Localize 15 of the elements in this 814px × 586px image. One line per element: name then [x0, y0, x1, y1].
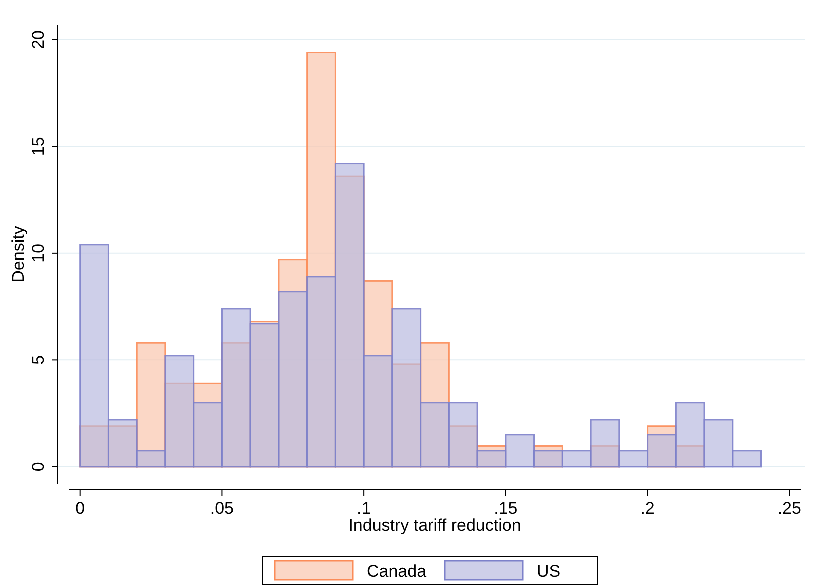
y-tick-label: 0 [29, 462, 48, 472]
y-tick-label: 5 [29, 355, 48, 365]
x-tick-label: .25 [778, 499, 802, 518]
x-tick-label: .05 [210, 499, 234, 518]
x-tick-label: 0 [76, 499, 86, 518]
legend-label: US [537, 562, 561, 581]
x-tick-label: .2 [640, 499, 655, 518]
legend-label: Canada [367, 562, 428, 581]
y-tick-label: 15 [29, 137, 48, 156]
y-axis-title: Density [9, 226, 28, 283]
y-tick-label: 20 [29, 30, 48, 50]
x-axis-title: Industry tariff reduction [348, 516, 522, 535]
x-tick-label: .1 [356, 499, 372, 518]
y-tick-label: 10 [29, 244, 48, 263]
x-tick-label: .15 [494, 499, 518, 518]
